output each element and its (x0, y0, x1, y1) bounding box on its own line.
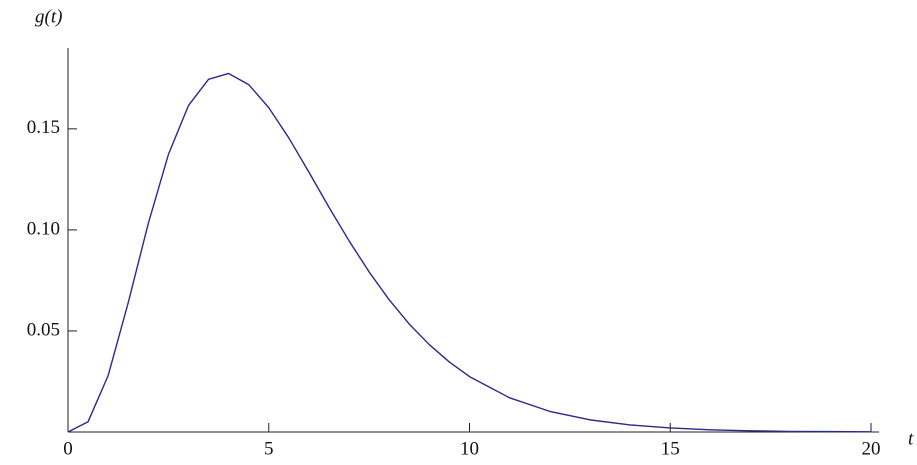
x-tick-label: 5 (264, 438, 274, 459)
x-tick-label: 10 (460, 438, 479, 459)
x-tick-label: 20 (862, 438, 881, 459)
x-axis-label: t (908, 428, 914, 449)
y-axis-label: g(t) (35, 6, 62, 27)
y-tick-label: 0.15 (27, 117, 60, 138)
y-tick-label: 0.10 (27, 218, 60, 239)
x-tick-label: 15 (661, 438, 680, 459)
y-tick-label: 0.05 (27, 319, 60, 340)
x-tick-label: 0 (63, 438, 73, 459)
curve (67, 72, 872, 433)
